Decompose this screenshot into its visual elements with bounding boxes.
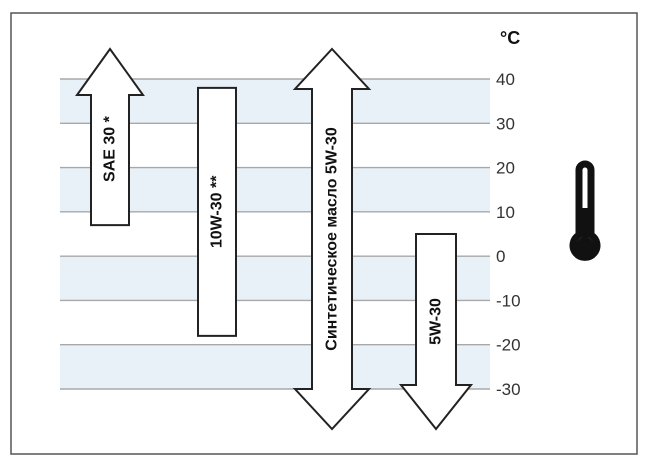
oil-range-2: Синтетическое масло 5W-30	[292, 47, 372, 431]
oil-label: 10W-30 **	[209, 175, 226, 248]
oil-ranges: SAE 30 * 10W-30 ** Синтетическое масло 5W-…	[75, 47, 474, 431]
tick-label: 0	[496, 247, 505, 266]
thermometer-icon	[569, 160, 601, 261]
range-arrow	[75, 47, 145, 227]
oil-label: Синтетическое масло 5W-30	[324, 127, 341, 351]
tick-label: 30	[496, 114, 515, 133]
range-arrow	[398, 233, 474, 431]
oil-label: SAE 30 *	[102, 115, 119, 182]
range-bar	[197, 86, 237, 337]
tick-label: 40	[496, 70, 515, 89]
oil-range-0: SAE 30 *	[75, 47, 145, 227]
axis-tick-labels: 40 30 20 10 0 -10 -20 -30	[496, 70, 521, 399]
tick-label: 10	[496, 203, 515, 222]
temperature-band	[60, 167, 490, 212]
unit-label: °C	[500, 28, 520, 48]
tick-label: -20	[496, 336, 521, 355]
oil-range-1: 10W-30 **	[197, 86, 237, 337]
range-arrow	[292, 47, 372, 431]
tick-label: 20	[496, 159, 515, 178]
tick-label: -10	[496, 291, 521, 310]
oil-label: 5W-30	[428, 298, 445, 345]
tick-label: -30	[496, 380, 521, 399]
oil-range-3: 5W-30	[398, 233, 474, 431]
